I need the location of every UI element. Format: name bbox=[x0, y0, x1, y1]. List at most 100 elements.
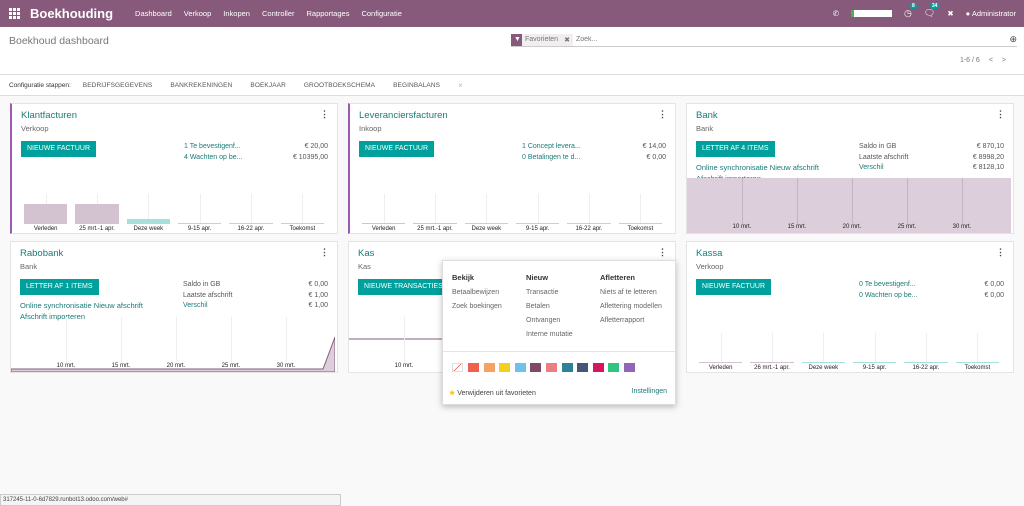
card-graph[interactable]: 10 mrt. 15 mrt. 20 mrt. 25 mrt. 30 mrt. bbox=[11, 317, 337, 372]
setup-step[interactable]: Beginbalans bbox=[393, 81, 441, 89]
graph-bar[interactable] bbox=[750, 362, 794, 363]
card-graph[interactable]: Verleden 26 mrt.-1 apr. Deze week 9-15 apr.… bbox=[687, 317, 1013, 372]
debug-tools-icon[interactable]: ✖ bbox=[947, 9, 954, 18]
color-swatch-none[interactable] bbox=[452, 363, 463, 372]
pager-prev-icon[interactable]: < bbox=[988, 57, 993, 64]
primary-action-button[interactable]: Nieuwe transacties bbox=[358, 279, 449, 295]
apps-menu-icon[interactable] bbox=[9, 8, 20, 19]
dropdown-item[interactable]: Betalen bbox=[526, 303, 550, 310]
dropdown-item[interactable]: Aflettering modellen bbox=[600, 303, 662, 310]
dropdown-item[interactable]: Interne mutatie bbox=[526, 331, 573, 338]
more-options-icon[interactable]: ⋮ bbox=[320, 247, 329, 257]
menu-item-verkoop[interactable]: Verkoop bbox=[183, 9, 212, 18]
graph-bar[interactable] bbox=[413, 223, 457, 224]
card-title[interactable]: Rabobank bbox=[20, 248, 64, 259]
color-swatch[interactable] bbox=[624, 363, 635, 372]
card-title[interactable]: Bank bbox=[696, 110, 718, 121]
more-options-icon[interactable]: ⋮ bbox=[996, 247, 1005, 257]
graph-bar[interactable] bbox=[904, 362, 948, 363]
graph-bar[interactable] bbox=[955, 362, 999, 363]
graph-bar[interactable] bbox=[801, 362, 845, 363]
graph-bar[interactable] bbox=[618, 223, 662, 224]
primary-action-button[interactable]: Nieuwe factuur bbox=[359, 141, 434, 157]
graph-bar[interactable] bbox=[126, 219, 170, 224]
setup-step[interactable]: Bankrekeningen bbox=[170, 81, 233, 89]
stat-label[interactable]: 1 Te bevestigenf... bbox=[184, 143, 241, 150]
color-swatch[interactable] bbox=[514, 363, 526, 372]
card-title[interactable]: Klantfacturen bbox=[21, 110, 77, 121]
dropdown-item[interactable]: Ontvangen bbox=[526, 317, 561, 324]
settings-link[interactable]: Instellingen bbox=[631, 388, 667, 395]
menu-item-dashboard[interactable]: Dashboard bbox=[135, 9, 172, 18]
color-swatch[interactable] bbox=[546, 363, 557, 372]
stat-label[interactable]: Verschil bbox=[859, 164, 884, 171]
pager-next-icon[interactable]: > bbox=[1001, 57, 1006, 64]
search-input[interactable] bbox=[575, 36, 1010, 43]
menu-item-controller[interactable]: Controller bbox=[261, 9, 295, 18]
dropdown-item[interactable]: Transactie bbox=[526, 289, 559, 296]
stat-label[interactable]: Laatste afschrift bbox=[183, 291, 233, 299]
stat-label[interactable]: Saldo in GB bbox=[183, 281, 221, 288]
card-link[interactable]: Afschrift importeren bbox=[20, 312, 86, 321]
pager-value[interactable]: 1-6 / 6 bbox=[959, 57, 980, 64]
menu-item-rapportages[interactable]: Rapportages bbox=[306, 9, 350, 18]
onboarding-progress-bar[interactable] bbox=[851, 10, 893, 17]
favorites-facet[interactable]: ▼ Favorieten ✖ bbox=[511, 33, 573, 46]
dropdown-item[interactable]: Afletterrapport bbox=[600, 317, 645, 324]
dropdown-item[interactable]: Betaalbewijzen bbox=[452, 289, 500, 296]
primary-action-button[interactable]: Letter af 1 items bbox=[20, 279, 99, 295]
stat-label[interactable]: 0 Te bevestigenf... bbox=[859, 281, 916, 288]
phone-icon[interactable]: ✆ bbox=[832, 9, 840, 18]
menu-item-inkopen[interactable]: Inkopen bbox=[223, 9, 250, 18]
color-swatch[interactable] bbox=[592, 363, 604, 372]
graph-bar[interactable] bbox=[229, 223, 273, 224]
color-swatch[interactable] bbox=[561, 363, 573, 372]
card-link[interactable]: Online synchronisatie Nieuw afschrift bbox=[696, 163, 819, 172]
card-graph[interactable]: Verleden 25 mrt.-1 apr. Deze week 9-15 apr.… bbox=[350, 178, 675, 233]
graph-bar[interactable] bbox=[464, 223, 508, 224]
graph-bar[interactable] bbox=[567, 223, 611, 224]
primary-action-button[interactable]: Nieuwe factuur bbox=[21, 141, 96, 157]
graph-bar[interactable] bbox=[24, 204, 68, 224]
close-setup-icon[interactable]: × bbox=[458, 80, 463, 90]
color-swatch[interactable] bbox=[608, 363, 620, 372]
graph-bar[interactable] bbox=[280, 223, 324, 224]
color-swatch[interactable] bbox=[530, 363, 542, 372]
more-options-icon[interactable]: ⋮ bbox=[320, 109, 329, 119]
stat-label[interactable]: 0 Betalingen te d... bbox=[522, 153, 581, 161]
activities-icon[interactable]: ◷ 8 bbox=[904, 3, 917, 18]
graph-bar[interactable] bbox=[178, 223, 222, 224]
primary-action-button[interactable]: Letter af 4 items bbox=[696, 141, 775, 157]
card-graph[interactable]: Verleden 25 mrt.-1 apr. Deze week 9-15 apr.… bbox=[12, 178, 337, 233]
card-title[interactable]: Kassa bbox=[696, 248, 723, 259]
card-link[interactable]: Online synchronisatie Nieuw afschrift bbox=[20, 301, 143, 310]
messages-icon[interactable]: 🗨 34 bbox=[923, 3, 940, 18]
remove-favorite-link[interactable]: ★ Verwijderen uit favorieten bbox=[449, 389, 536, 397]
stat-label[interactable]: 0 Wachten op be... bbox=[859, 291, 918, 299]
card-title[interactable]: Kas bbox=[358, 248, 375, 259]
card-title[interactable]: Leveranciersfacturen bbox=[359, 110, 448, 121]
color-swatch[interactable] bbox=[499, 363, 511, 372]
search-expand-icon[interactable]: ⊕ bbox=[1009, 34, 1017, 44]
dropdown-item[interactable]: Zoek boekingen bbox=[452, 303, 502, 310]
graph-bar[interactable] bbox=[699, 362, 743, 363]
stat-label[interactable]: 4 Wachten op be... bbox=[184, 153, 243, 161]
more-options-icon[interactable]: ⋮ bbox=[658, 247, 667, 257]
color-swatch[interactable] bbox=[483, 363, 495, 372]
graph-bar[interactable] bbox=[516, 223, 560, 224]
more-options-icon[interactable]: ⋮ bbox=[996, 109, 1005, 119]
setup-step[interactable]: Grootboekschema bbox=[303, 81, 376, 89]
card-graph[interactable]: 10 mrt. 15 mrt. 20 mrt. 25 mrt. 30 mrt. bbox=[687, 178, 1013, 233]
graph-bar[interactable] bbox=[362, 223, 406, 224]
remove-facet-icon[interactable]: ✖ bbox=[564, 36, 570, 44]
graph-bar[interactable] bbox=[853, 362, 897, 363]
graph-bar[interactable] bbox=[75, 204, 119, 224]
stat-label[interactable]: Saldo in GB bbox=[859, 143, 897, 150]
primary-action-button[interactable]: Nieuwe factuur bbox=[696, 279, 771, 295]
stat-label[interactable]: 1 Concept levera... bbox=[522, 143, 581, 150]
stat-label[interactable]: Verschil bbox=[183, 302, 208, 309]
menu-item-configuratie[interactable]: Configuratie bbox=[361, 9, 402, 18]
color-swatch[interactable] bbox=[577, 363, 589, 372]
color-swatch[interactable] bbox=[468, 363, 479, 372]
setup-step[interactable]: Boekjaar bbox=[250, 81, 286, 89]
